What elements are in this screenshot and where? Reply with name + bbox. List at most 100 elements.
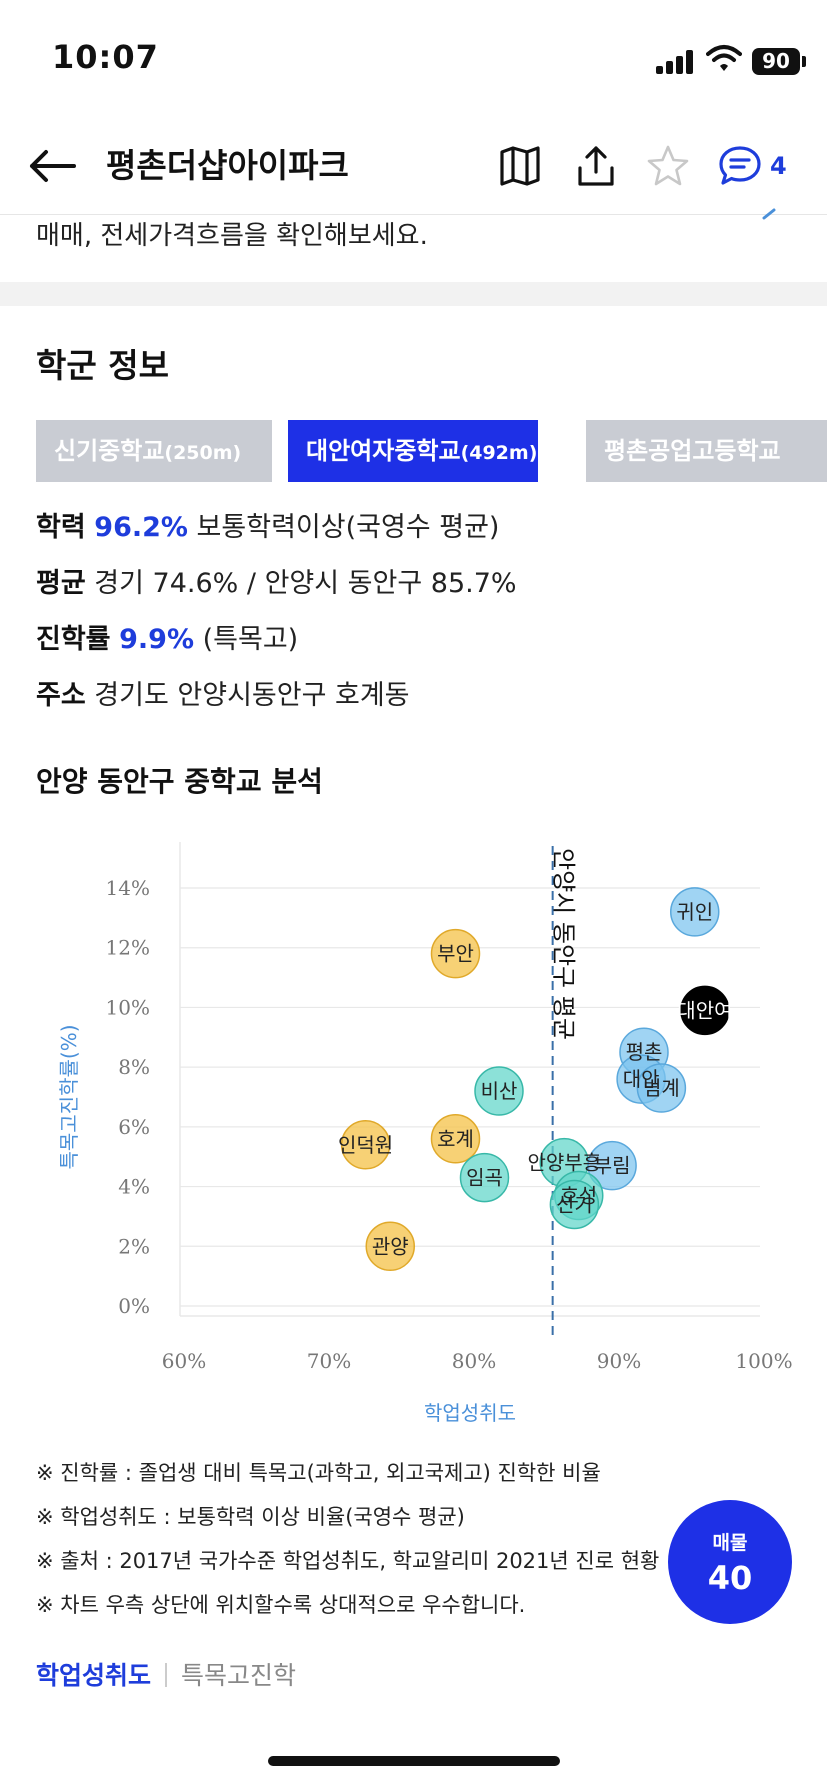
status-time: 10:07: [52, 38, 159, 76]
bubble-label: 호계: [437, 1127, 474, 1151]
bubble[interactable]: [549, 1179, 600, 1230]
note-1: ※ 진학률 : 졸업생 대비 특목고(과학고, 외고국제고) 진학한 비율: [36, 1461, 601, 1485]
chart-mode-tabs: 학업성취도 특목고진학: [36, 1658, 296, 1694]
header-divider: [0, 214, 827, 215]
share-icon[interactable]: [572, 142, 620, 190]
tab-separator: [165, 1663, 168, 1687]
average-value: 경기 74.6% / 안양시 동안구 85.7%: [94, 568, 517, 599]
school-section-title: 학군 정보: [36, 346, 169, 385]
tab-special-school[interactable]: 특목고진학: [181, 1661, 297, 1690]
info-average: 평균 경기 74.6% / 안양시 동안구 85.7%: [36, 564, 517, 604]
bubble-label: 호성: [560, 1184, 597, 1208]
fab-count: 40: [707, 1559, 753, 1597]
map-icon[interactable]: [496, 142, 544, 190]
address-value: 경기도 안양시동안구 호계동: [94, 680, 410, 711]
tab-achievement[interactable]: 학업성취도: [36, 1661, 152, 1690]
bubble[interactable]: [587, 1140, 637, 1191]
bubble-label: 부안: [437, 942, 474, 966]
rate-desc: (특목고): [202, 624, 299, 655]
reference-line-group: 안양시 동안구 평균: [550, 846, 578, 1336]
signal-icon: [656, 50, 696, 74]
y-tick-label: 2%: [118, 1234, 150, 1258]
bubble-label: 평촌: [626, 1040, 663, 1064]
bubble-label: 신기: [556, 1192, 593, 1216]
bubble[interactable]: [680, 985, 730, 1036]
section-divider: [0, 282, 827, 306]
y-tick-label: 10%: [106, 995, 150, 1019]
x-axis-title: 학업성취도: [424, 1401, 516, 1425]
x-tick-label: 70%: [307, 1349, 351, 1373]
battery-icon: 90: [752, 48, 800, 75]
chevron-icon[interactable]: [762, 208, 778, 220]
y-tick-label: 8%: [118, 1055, 150, 1079]
status-bar: 10:07 90: [0, 0, 827, 110]
bubble-label: 대안: [623, 1067, 660, 1091]
bubble-label: 안양부흥: [527, 1151, 601, 1175]
bubble-label: 관양: [372, 1234, 409, 1258]
bubble[interactable]: [474, 1066, 524, 1116]
listings-fab-button[interactable]: 매물 40: [668, 1500, 792, 1624]
tab-school-2-name: 대안여자중학교: [306, 437, 461, 465]
bubble[interactable]: [430, 1114, 481, 1164]
info-address: 주소 경기도 안양시동안구 호계동: [36, 676, 410, 716]
price-trend-text: 매매, 전세가격흐름을 확인해보세요.: [36, 221, 428, 251]
note-4: ※ 차트 우측 상단에 위치할수록 상대적으로 우수합니다.: [36, 1593, 526, 1617]
page-title: 평촌더샵아이파크: [106, 146, 349, 185]
bubble[interactable]: [636, 1063, 687, 1113]
tab-school-1[interactable]: 신기중학교(250m): [36, 420, 272, 482]
bubble[interactable]: [365, 1221, 415, 1272]
average-label: 평균: [36, 568, 86, 599]
tab-school-2-distance: (492m): [460, 442, 538, 464]
info-ability: 학력 96.2% 보통학력이상(국영수 평균): [36, 508, 499, 548]
x-tick-label: 100%: [735, 1349, 792, 1373]
reference-line-label: 안양시 동안구 평균: [550, 848, 578, 1040]
x-tick-label: 80%: [452, 1349, 496, 1373]
y-tick-label: 12%: [106, 936, 150, 960]
bubble-label: 귀인: [676, 900, 713, 924]
tab-school-2[interactable]: 대안여자중학교(492m): [288, 420, 538, 482]
y-tick-label: 0%: [118, 1294, 150, 1318]
note-2: ※ 학업성취도 : 보통학력 이상 비율(국영수 평균): [36, 1505, 465, 1529]
y-tick-label: 4%: [118, 1175, 150, 1199]
rate-value: 9.9%: [119, 624, 195, 655]
x-tick-label: 90%: [597, 1349, 641, 1373]
ability-value: 96.2%: [94, 512, 188, 543]
ability-desc: 보통학력이상(국영수 평균): [196, 512, 500, 543]
bubble[interactable]: [670, 887, 720, 937]
bubble[interactable]: [459, 1152, 510, 1203]
bubble-label: 비산: [481, 1079, 518, 1103]
app-header: 평촌더샵아이파크 4: [0, 120, 827, 212]
bubble-label: 범계: [643, 1076, 680, 1100]
y-axis-title: 특목고진학률(%): [57, 1024, 81, 1169]
bubble[interactable]: [340, 1120, 391, 1170]
rate-label: 진학률: [36, 624, 111, 655]
bubble-label: 임곡: [466, 1166, 503, 1190]
tab-school-1-distance: (250m): [164, 442, 242, 464]
comment-icon[interactable]: [716, 142, 764, 190]
y-tick-label: 14%: [106, 876, 150, 900]
chart-ticks: 0% 2% 4% 6% 8% 10% 12% 14% 60% 70% 80% 90% 100%: [106, 876, 793, 1373]
comment-count: 4: [770, 152, 787, 180]
school-tabs: 신기중학교(250m) 대안여자중학교(492m) 평촌공업고등학교: [36, 420, 827, 482]
chart-title: 안양 동안구 중학교 분석: [36, 765, 323, 798]
tab-school-3-name: 평촌공업고등학교: [604, 437, 781, 465]
wifi-icon: [706, 45, 742, 71]
y-tick-label: 6%: [118, 1115, 150, 1139]
info-rate: 진학률 9.9% (특목고): [36, 620, 298, 660]
tab-school-1-name: 신기중학교: [54, 437, 165, 465]
bubble-label: 부림: [594, 1154, 631, 1178]
bubble[interactable]: [430, 928, 481, 979]
tab-school-3[interactable]: 평촌공업고등학교: [586, 420, 827, 482]
ability-label: 학력: [36, 512, 86, 543]
note-3: ※ 출처 : 2017년 국가수준 학업성취도, 학교알리미 2021년 진로 …: [36, 1549, 660, 1573]
fab-label: 매물: [712, 1532, 748, 1554]
star-icon[interactable]: [644, 142, 692, 190]
address-label: 주소: [36, 680, 86, 711]
back-arrow-icon[interactable]: [26, 142, 78, 190]
home-indicator: [268, 1756, 560, 1766]
battery-tip: [802, 56, 806, 67]
bubble-label: 대안여: [677, 998, 732, 1022]
bubble-label: 인덕원: [338, 1133, 393, 1157]
